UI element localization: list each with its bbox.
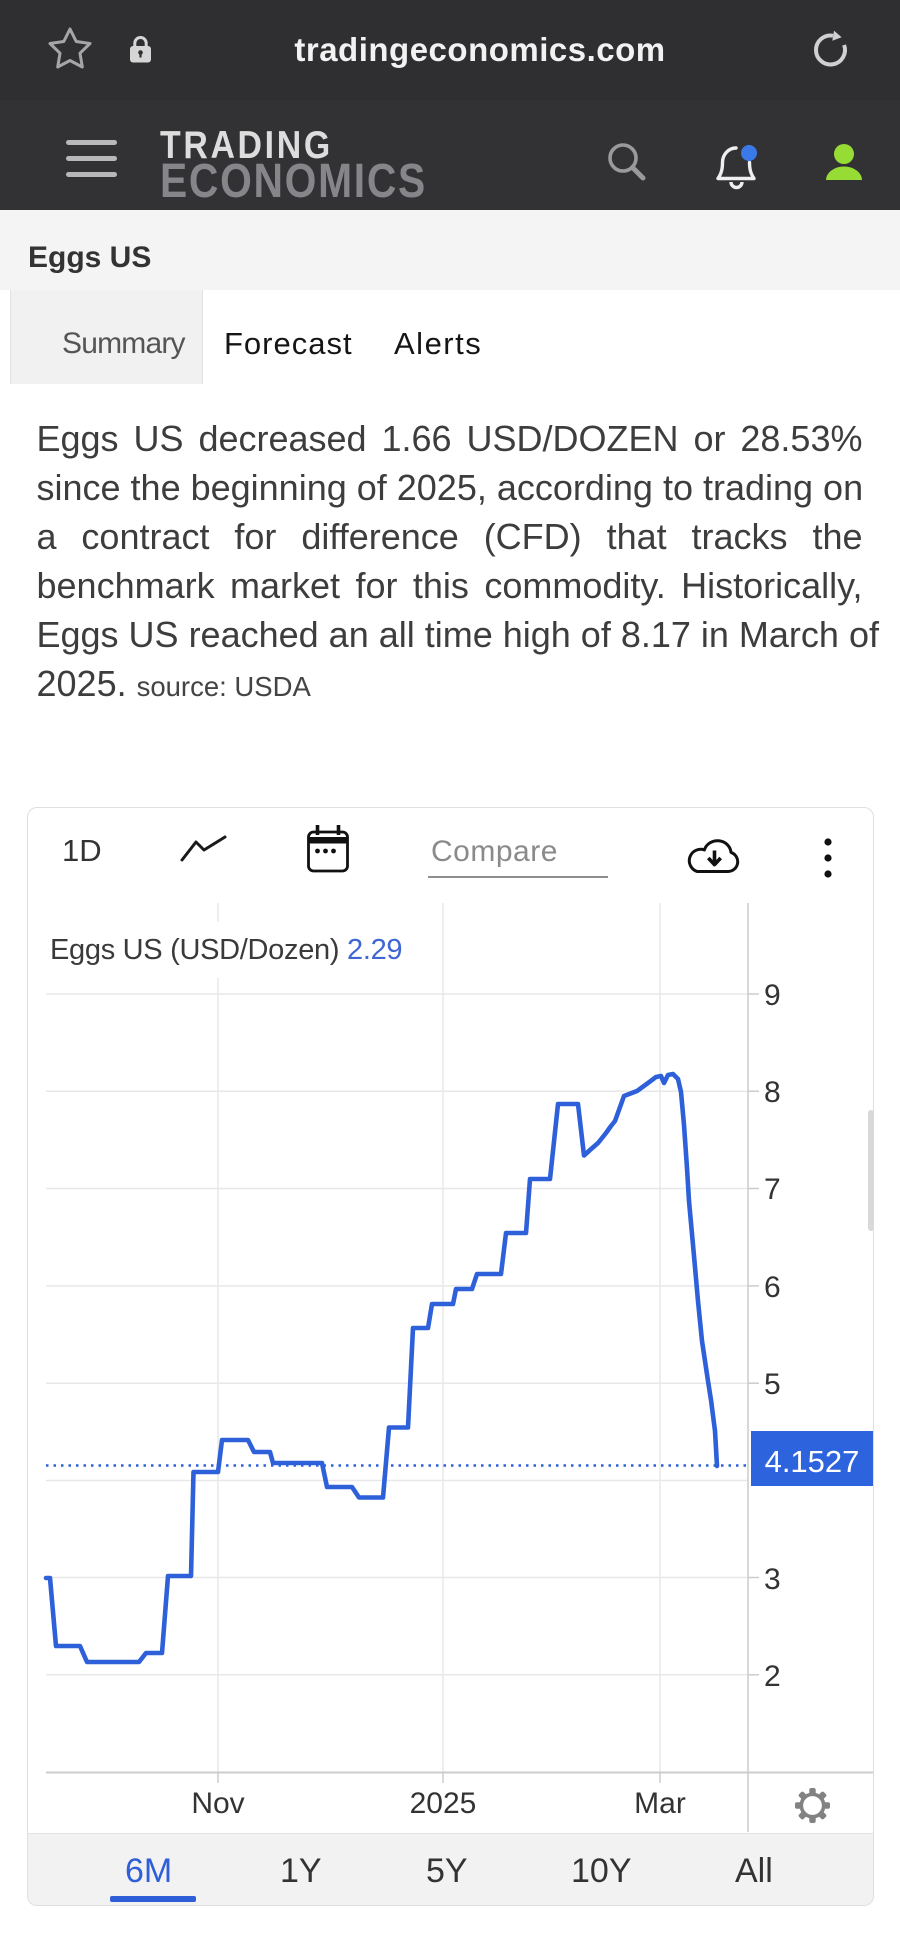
svg-text:9: 9 [764, 979, 781, 1012]
svg-text:8: 8 [764, 1076, 781, 1109]
svg-text:5: 5 [764, 1368, 781, 1401]
svg-text:4.1527: 4.1527 [765, 1444, 860, 1479]
svg-text:2: 2 [764, 1660, 781, 1693]
svg-text:2025: 2025 [410, 1787, 477, 1820]
svg-text:Nov: Nov [191, 1787, 244, 1820]
svg-text:Mar: Mar [634, 1787, 686, 1820]
svg-text:3: 3 [764, 1563, 781, 1596]
svg-text:6: 6 [764, 1271, 781, 1304]
svg-text:7: 7 [764, 1173, 781, 1206]
